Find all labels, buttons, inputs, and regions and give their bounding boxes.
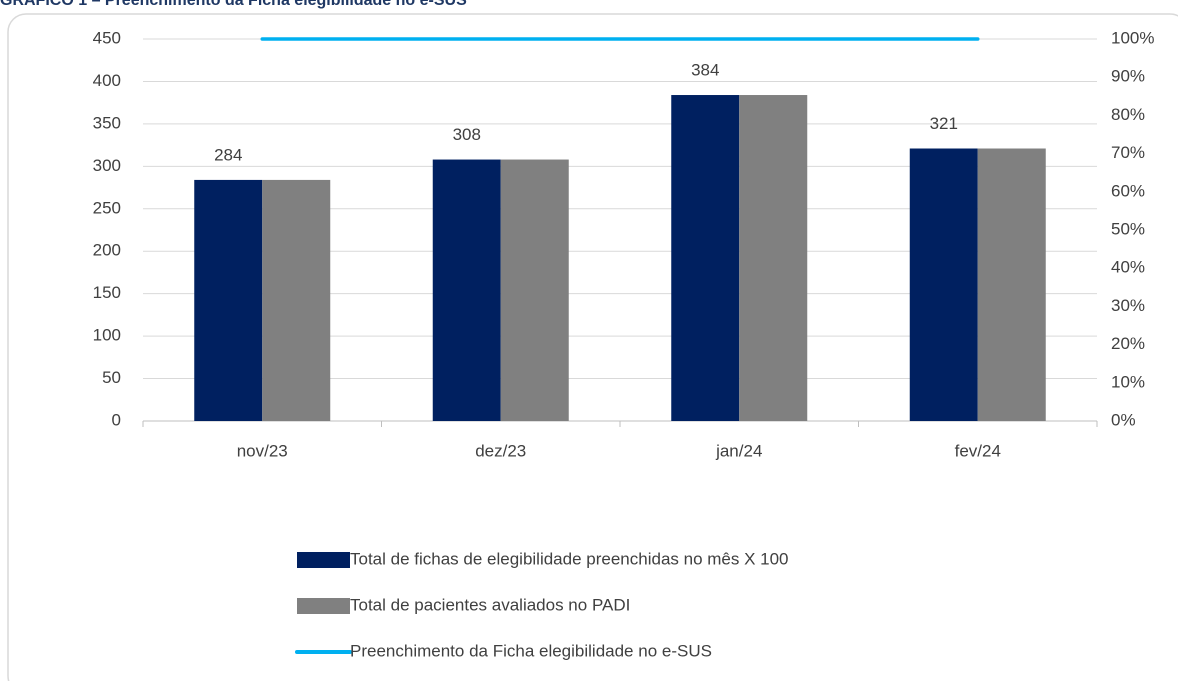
y-tick-label: 0 bbox=[112, 410, 121, 429]
y2-tick-label: 80% bbox=[1111, 105, 1145, 124]
bar bbox=[977, 148, 1046, 422]
legend-label: Total de pacientes avaliados no PADI bbox=[350, 595, 630, 614]
bar bbox=[909, 148, 978, 422]
bar bbox=[500, 159, 569, 421]
y2-tick-label: 100% bbox=[1111, 28, 1154, 47]
y-tick-label: 100 bbox=[93, 326, 121, 345]
data-label: 384 bbox=[691, 61, 719, 80]
bar bbox=[739, 95, 808, 421]
y2-tick-label: 0% bbox=[1111, 410, 1136, 429]
y-tick-label: 200 bbox=[93, 241, 121, 260]
y2-tick-label: 40% bbox=[1111, 258, 1145, 277]
y2-tick-label: 60% bbox=[1111, 181, 1145, 200]
y-tick-label: 250 bbox=[93, 198, 121, 217]
x-tick-label: jan/24 bbox=[715, 441, 762, 460]
y-tick-label: 350 bbox=[93, 113, 121, 132]
legend-swatch bbox=[297, 598, 350, 614]
chart-title: GRÁFICO 1 – Preenchimento da Ficha elegi… bbox=[0, 0, 467, 9]
y2-tick-label: 50% bbox=[1111, 219, 1145, 238]
data-label: 308 bbox=[453, 125, 481, 144]
y-tick-label: 450 bbox=[93, 28, 121, 47]
data-label: 284 bbox=[214, 145, 242, 164]
legend-swatch bbox=[297, 552, 350, 568]
x-tick-label: fev/24 bbox=[955, 441, 1001, 460]
bar bbox=[194, 179, 263, 421]
bar bbox=[432, 159, 501, 421]
y2-tick-label: 30% bbox=[1111, 296, 1145, 315]
y-tick-label: 300 bbox=[93, 156, 121, 175]
bar bbox=[262, 179, 331, 421]
y-tick-label: 400 bbox=[93, 71, 121, 90]
bar bbox=[671, 95, 740, 421]
legend-label: Total de fichas de elegibilidade preench… bbox=[350, 549, 789, 568]
y-tick-label: 150 bbox=[93, 283, 121, 302]
y2-tick-label: 20% bbox=[1111, 334, 1145, 353]
y2-tick-label: 70% bbox=[1111, 143, 1145, 162]
y-tick-label: 50 bbox=[102, 368, 121, 387]
legend-label: Preenchimento da Ficha elegibilidade no … bbox=[350, 641, 712, 660]
data-label: 321 bbox=[930, 114, 958, 133]
y2-tick-label: 90% bbox=[1111, 67, 1145, 86]
x-tick-label: dez/23 bbox=[475, 441, 526, 460]
x-tick-label: nov/23 bbox=[237, 441, 288, 460]
y2-tick-label: 10% bbox=[1111, 372, 1145, 391]
